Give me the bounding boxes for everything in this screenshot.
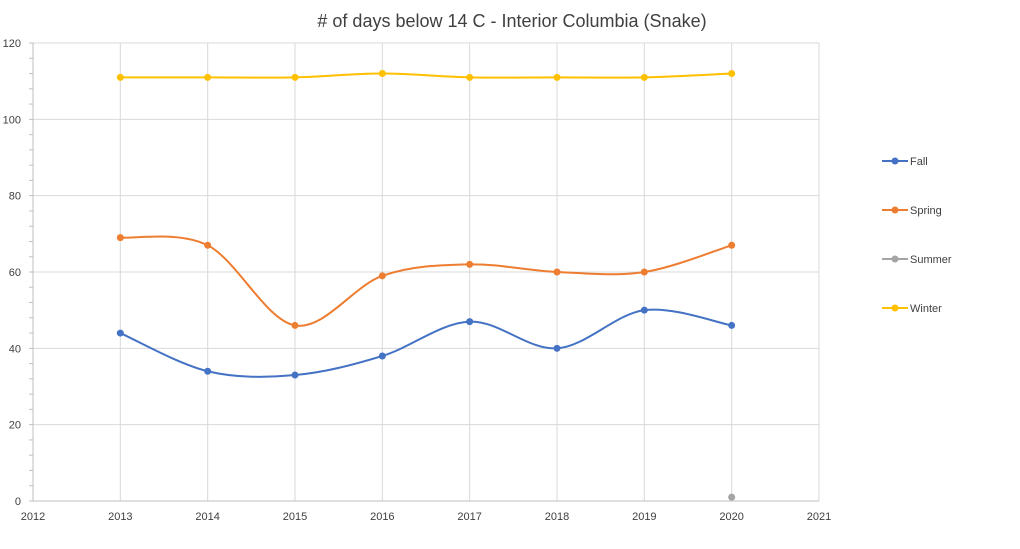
legend-swatch-marker: [891, 206, 899, 214]
series-line-winter: [120, 72, 732, 79]
data-point-fall: [466, 318, 474, 326]
data-point-winter: [728, 70, 736, 78]
legend-item-summer: Summer: [882, 254, 952, 266]
legend-label: Summer: [910, 254, 952, 266]
data-point-fall: [553, 344, 561, 352]
x-tick-label: 2012: [21, 511, 45, 523]
data-point-winter: [466, 73, 474, 81]
series-line-fall: [119, 308, 732, 378]
data-point-winter: [116, 73, 124, 81]
series-fall: [116, 306, 736, 379]
data-point-spring: [291, 321, 299, 329]
x-tick-label: 2014: [195, 511, 219, 523]
legend-item-winter: Winter: [882, 303, 942, 315]
legend-label: Fall: [910, 156, 928, 168]
x-tick-label: 2021: [807, 511, 831, 523]
y-tick-label: 120: [3, 38, 21, 50]
data-point-winter: [640, 73, 648, 81]
gridlines: [33, 42, 820, 501]
x-tick-label: 2017: [457, 511, 481, 523]
data-point-winter: [378, 70, 386, 78]
x-tick-label: 2013: [108, 511, 132, 523]
data-point-spring: [116, 234, 124, 242]
data-point-winter: [204, 73, 212, 81]
series-summer: [728, 493, 736, 501]
data-point-winter: [291, 73, 299, 81]
y-tick-label: 0: [15, 496, 21, 508]
y-tick-label: 40: [9, 343, 21, 355]
data-point-spring: [204, 241, 212, 249]
data-point-summer: [728, 493, 736, 501]
series-spring: [116, 234, 736, 329]
data-point-fall: [116, 329, 124, 337]
data-point-fall: [204, 367, 212, 375]
y-tick-label: 60: [9, 267, 21, 279]
x-tick-label: 2019: [632, 511, 656, 523]
y-tick-label: 100: [3, 114, 21, 126]
x-tick-label: 2015: [283, 511, 307, 523]
data-point-spring: [466, 260, 474, 268]
legend-item-spring: Spring: [882, 205, 942, 217]
x-tick-label: 2016: [370, 511, 394, 523]
legend-swatch-marker: [891, 255, 899, 263]
series-line-spring: [120, 235, 732, 327]
data-point-fall: [378, 352, 386, 360]
data-point-fall: [291, 371, 299, 379]
chart-title: # of days below 14 C - Interior Columbia…: [317, 11, 706, 31]
data-point-spring: [378, 272, 386, 280]
legend-swatch-marker: [891, 157, 899, 165]
x-tick-label: 2020: [719, 511, 743, 523]
data-point-winter: [553, 73, 561, 81]
x-tick-label: 2018: [545, 511, 569, 523]
legend-label: Spring: [910, 205, 942, 217]
data-point-spring: [640, 268, 648, 276]
legend-label: Winter: [910, 303, 942, 315]
legend-swatch-marker: [891, 304, 899, 312]
data-point-fall: [728, 321, 736, 329]
legend-item-fall: Fall: [882, 156, 928, 168]
data-point-spring: [728, 241, 736, 249]
data-point-fall: [640, 306, 648, 314]
series-winter: [116, 70, 736, 81]
y-tick-label: 80: [9, 191, 21, 203]
axes: 0 20 40 60 80 100 120 2012 2013 2014 2015 2016 2017 2…: [3, 38, 832, 523]
series-layer: [116, 70, 736, 501]
legend: Fall Spring Summer Winter: [882, 156, 952, 315]
data-point-spring: [553, 268, 561, 276]
y-tick-label: 20: [9, 420, 21, 432]
